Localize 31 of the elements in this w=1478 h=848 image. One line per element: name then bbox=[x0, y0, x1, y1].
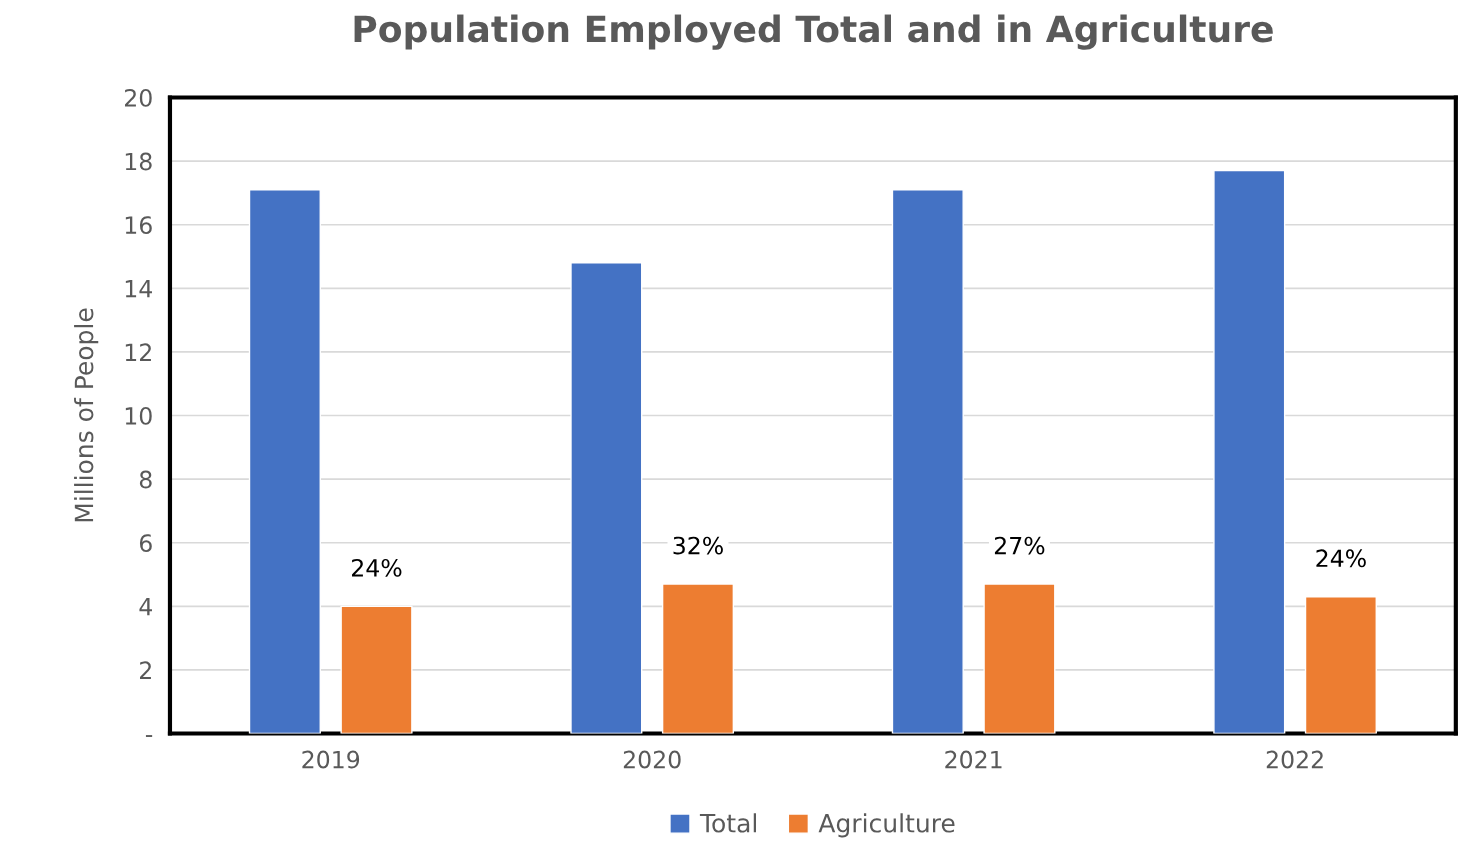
y-tick-label: 16 bbox=[125, 216, 152, 235]
x-tick-label: 2022 bbox=[1266, 750, 1323, 769]
bar bbox=[661, 583, 735, 734]
y-tick-label: 12 bbox=[125, 343, 151, 361]
y-tick-label: 20 bbox=[124, 88, 152, 107]
annotation: 27% bbox=[994, 536, 1045, 555]
legend-label: Agriculture bbox=[818, 813, 955, 838]
y-tick-label: 18 bbox=[125, 152, 152, 171]
annotation: 32% bbox=[673, 536, 723, 555]
bar bbox=[1213, 169, 1286, 734]
legend-label: Total bbox=[699, 813, 757, 833]
annotation: 24% bbox=[1316, 549, 1366, 568]
bar bbox=[983, 583, 1056, 734]
y-tick-label: 4 bbox=[139, 598, 152, 616]
y-tick-label: 2 bbox=[140, 661, 151, 679]
y-tick-label: 8 bbox=[139, 470, 152, 489]
y-tick-label: - bbox=[145, 735, 153, 737]
x-tick-label: 2021 bbox=[945, 750, 1002, 769]
y-tick-label: 6 bbox=[139, 534, 152, 553]
bar bbox=[570, 262, 643, 734]
annotation: 24% bbox=[352, 558, 402, 577]
y-tick-label: 10 bbox=[125, 406, 152, 425]
bar bbox=[340, 605, 413, 734]
chart-title: Population Employed Total and in Agriculture bbox=[354, 14, 1273, 50]
bar bbox=[248, 189, 321, 734]
x-tick-label: 2020 bbox=[623, 750, 681, 769]
x-tick-label: 2019 bbox=[302, 750, 360, 769]
y-axis-title: Millions of People bbox=[74, 308, 99, 522]
y-tick-label: 14 bbox=[125, 280, 152, 298]
bar bbox=[1304, 596, 1377, 734]
bar bbox=[891, 189, 964, 734]
